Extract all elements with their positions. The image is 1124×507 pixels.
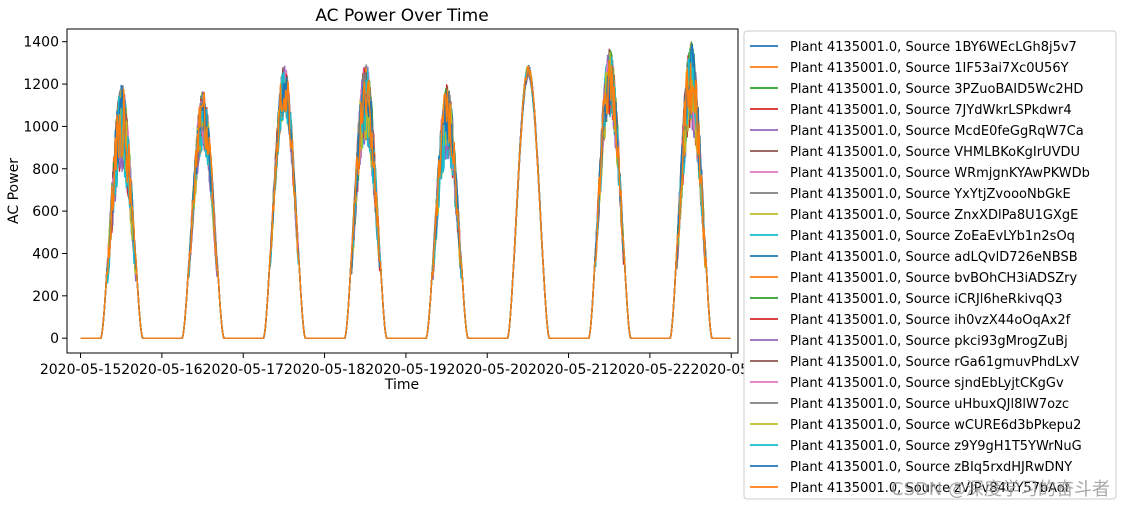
x-tick-label: 2020-05-15	[40, 362, 121, 378]
legend-entry: Plant 4135001.0, Source WRmjgnKYAwPKWDb	[790, 166, 1090, 181]
series-line	[80, 49, 731, 339]
y-tick-label: 800	[32, 162, 59, 178]
plot-frame	[66, 28, 739, 354]
series-line	[80, 56, 731, 339]
y-tick-label: 400	[32, 246, 59, 262]
legend-entry: Plant 4135001.0, Source VHMLBKoKgIrUVDU	[790, 145, 1080, 160]
y-tick-label: 0	[50, 331, 59, 347]
series-line	[80, 49, 731, 339]
legend-entry: Plant 4135001.0, Source rGa61gmuvPhdLxV	[790, 355, 1079, 370]
series-line	[80, 48, 731, 339]
chart-title: AC Power Over Time	[315, 6, 488, 26]
legend-entry: Plant 4135001.0, Source bvBOhCH3iADSZry	[790, 271, 1077, 286]
y-axis: 0 200 400 600 800 1000 1200 1400	[23, 35, 67, 347]
series-line	[80, 59, 731, 339]
series-line	[80, 50, 731, 339]
series-line	[80, 56, 731, 339]
series-line	[80, 63, 731, 339]
y-axis-label: AC Power	[6, 158, 22, 224]
legend-entry: Plant 4135001.0, Source 1BY6WEcLGh8j5v7	[790, 40, 1077, 55]
y-tick-label: 1400	[23, 35, 59, 51]
legend-entry: Plant 4135001.0, Source zVJPv84UY57bAof	[790, 481, 1070, 496]
series-line	[80, 41, 731, 339]
legend-entry: Plant 4135001.0, Source YxYtjZvoooNbGkE	[790, 187, 1071, 202]
series-line	[80, 43, 731, 339]
legend-entry: Plant 4135001.0, Source 3PZuoBAID5Wc2HD	[790, 82, 1083, 97]
series-line	[80, 48, 731, 339]
watermark: CSDN @深度学习的奋斗者	[890, 479, 1110, 500]
x-axis: 2020-05-15 2020-05-16 2020-05-17 2020-05-18…	[40, 353, 772, 378]
y-tick-label: 1200	[23, 77, 59, 93]
legend-entry: Plant 4135001.0, Source z9Y9gH1T5YWrNuG	[790, 439, 1082, 454]
legend-entry: Plant 4135001.0, Source ZoEaEvLYb1n2sOq	[790, 229, 1075, 244]
legend-entry: Plant 4135001.0, Source sjndEbLyjtCKgGv	[790, 376, 1064, 391]
series-line	[80, 46, 731, 339]
legend-entry: Plant 4135001.0, Source adLQvlD726eNBSB	[790, 250, 1078, 265]
series-line	[80, 52, 731, 339]
series-line	[80, 61, 731, 339]
series-line	[80, 52, 731, 339]
legend-entry: Plant 4135001.0, Source iCRJl6heRkivqQ3	[790, 292, 1063, 307]
series-line	[80, 49, 731, 339]
x-tick-label: 2020-05-20	[447, 362, 528, 378]
series-line	[80, 52, 731, 339]
series-line	[80, 54, 731, 339]
legend-entry: Plant 4135001.0, Source uHbuxQJl8lW7ozc	[790, 397, 1069, 412]
y-tick-label: 1000	[23, 119, 59, 135]
legend-entry: Plant 4135001.0, Source ZnxXDlPa8U1GXgE	[790, 208, 1078, 223]
series-line	[80, 48, 731, 339]
x-tick-label: 2020-05-19	[365, 362, 446, 378]
legend-entry: Plant 4135001.0, Source wCURE6d3bPkepu2	[790, 418, 1081, 433]
x-tick-label: 2020-05-17	[203, 362, 284, 378]
series-line	[80, 43, 731, 339]
legend-entry: Plant 4135001.0, Source ih0vzX44oOqAx2f	[790, 313, 1071, 328]
legend-entry: Plant 4135001.0, Source pkci93gMrogZuBj	[790, 334, 1068, 349]
x-tick-label: 2020-05-16	[121, 362, 202, 378]
series-line	[80, 56, 731, 339]
y-tick-label: 600	[32, 204, 59, 220]
x-tick-label: 2020-05-22	[609, 362, 690, 378]
y-tick-label: 200	[32, 289, 59, 305]
legend: Plant 4135001.0, Source 1BY6WEcLGh8j5v7 P…	[743, 30, 1117, 500]
legend-entry: Plant 4135001.0, Source 1IF53ai7Xc0U56Y	[790, 61, 1069, 76]
x-axis-label: Time	[384, 377, 419, 393]
legend-entry: Plant 4135001.0, Source zBIq5rxdHJRwDNY	[790, 460, 1072, 475]
x-tick-label: 2020-05-21	[528, 362, 609, 378]
series-lines	[80, 41, 731, 339]
legend-entry: Plant 4135001.0, Source McdE0feGgRqW7Ca	[790, 124, 1084, 139]
x-tick-label: 2020-05-18	[284, 362, 365, 378]
legend-entry: Plant 4135001.0, Source 7JYdWkrLSPkdwr4	[790, 103, 1072, 118]
legend-box	[743, 30, 1117, 500]
series-line	[80, 42, 731, 339]
